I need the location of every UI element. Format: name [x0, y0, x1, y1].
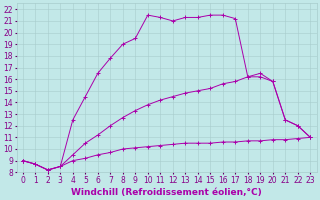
X-axis label: Windchill (Refroidissement éolien,°C): Windchill (Refroidissement éolien,°C) [71, 188, 262, 197]
